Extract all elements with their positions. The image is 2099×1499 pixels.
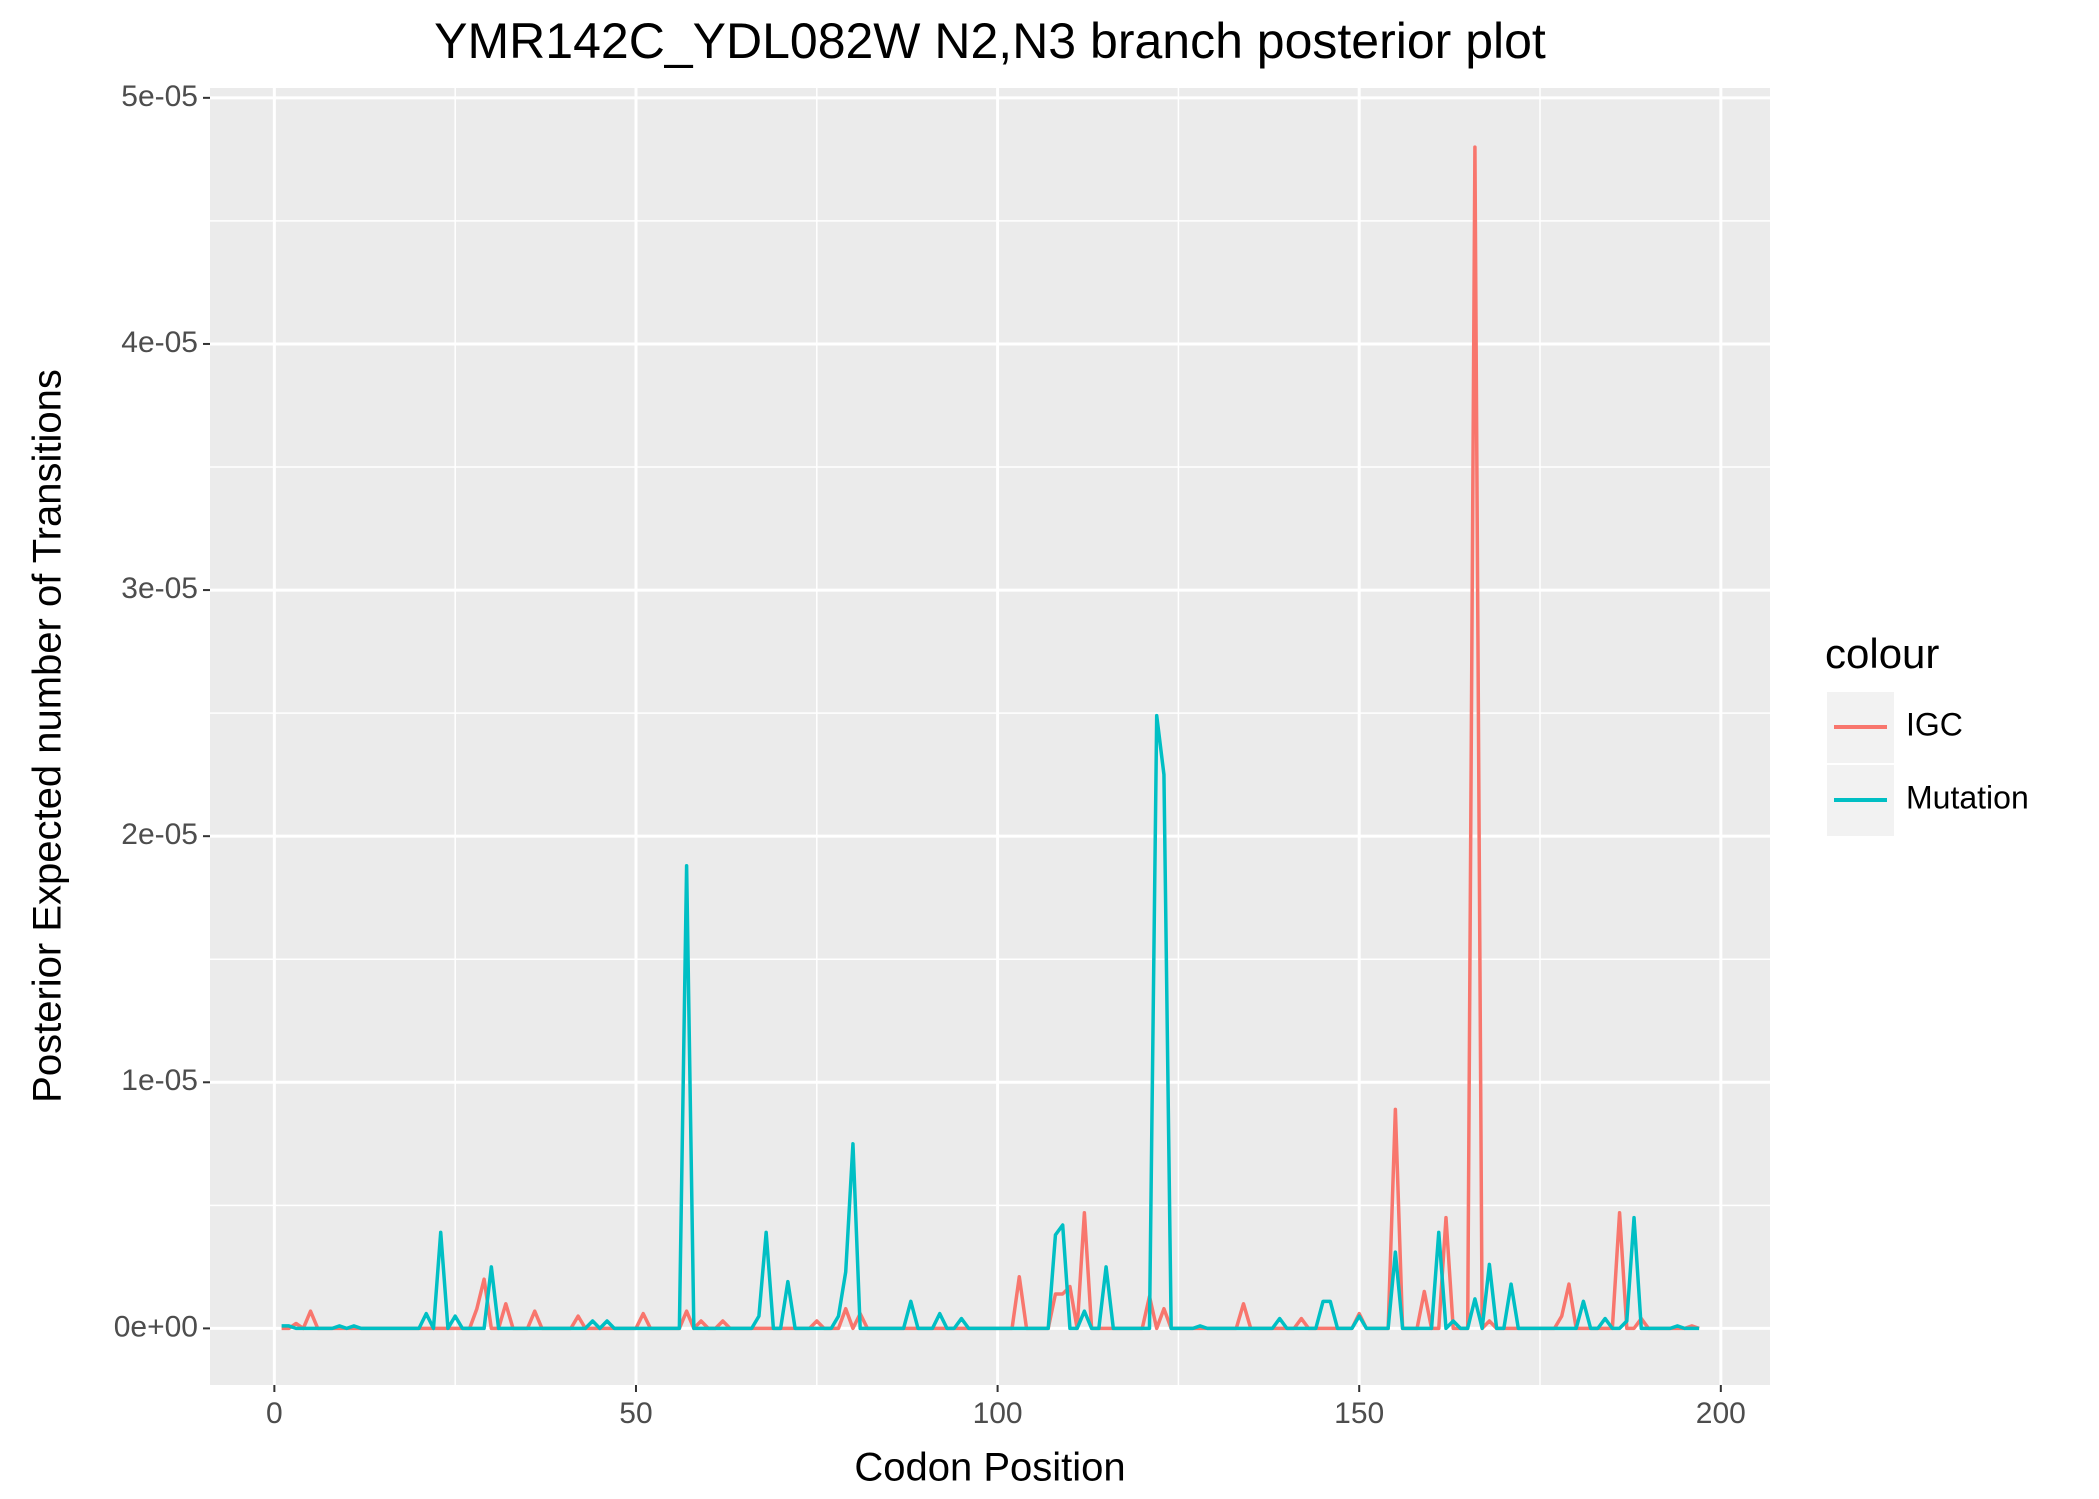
- x-tick-label: 100: [973, 1397, 1023, 1430]
- y-tick-label: 0e+00: [114, 1310, 198, 1343]
- y-tick-label: 3e-05: [121, 572, 198, 605]
- y-tick-label: 4e-05: [121, 326, 198, 359]
- series-line: [281, 713, 1700, 1331]
- x-tick-label: 0: [266, 1397, 283, 1430]
- y-tick-label: 1e-05: [121, 1064, 198, 1097]
- x-tick-label: 200: [1696, 1397, 1746, 1430]
- x-tick-label: 150: [1334, 1397, 1384, 1430]
- legend-label: Mutation: [1906, 779, 2029, 815]
- y-axis-label: Posterior Expected number of Transitions: [26, 369, 70, 1103]
- panel: [210, 88, 1770, 1385]
- x-tick-label: 50: [619, 1397, 652, 1430]
- chart-title: YMR142C_YDL082W N2,N3 branch posterior p…: [434, 13, 1546, 69]
- legend-label: IGC: [1906, 706, 1963, 742]
- x-axis-label: Codon Position: [854, 1446, 1125, 1490]
- y-tick-label: 2e-05: [121, 818, 198, 851]
- legend-title: colour: [1825, 630, 1939, 677]
- y-tick-label: 5e-05: [121, 80, 198, 113]
